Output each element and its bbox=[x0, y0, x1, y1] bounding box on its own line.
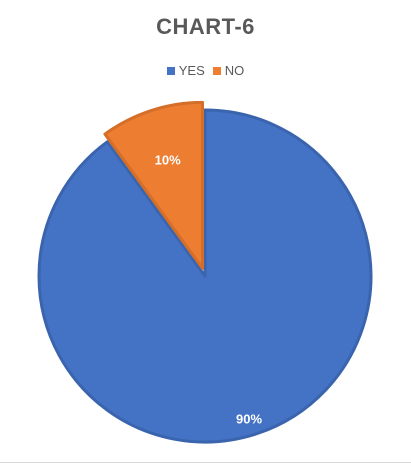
legend-label-yes: YES bbox=[178, 63, 205, 78]
pie-slices bbox=[37, 100, 373, 444]
legend-item-no: NO bbox=[212, 63, 245, 78]
legend-label-no: NO bbox=[224, 63, 245, 78]
bottom-border bbox=[0, 462, 411, 463]
legend: YES NO bbox=[0, 63, 411, 78]
pie-labels: 90% 10% bbox=[155, 152, 263, 426]
data-label-no: 10% bbox=[155, 152, 181, 167]
legend-swatch-no bbox=[212, 66, 221, 75]
data-label-yes: 90% bbox=[236, 411, 262, 426]
chart-title: CHART-6 bbox=[156, 14, 255, 39]
pie-slice-no bbox=[103, 100, 205, 270]
legend-item-yes: YES bbox=[166, 63, 205, 78]
legend-swatch-yes bbox=[166, 66, 175, 75]
pie-slice-yes bbox=[37, 108, 373, 444]
